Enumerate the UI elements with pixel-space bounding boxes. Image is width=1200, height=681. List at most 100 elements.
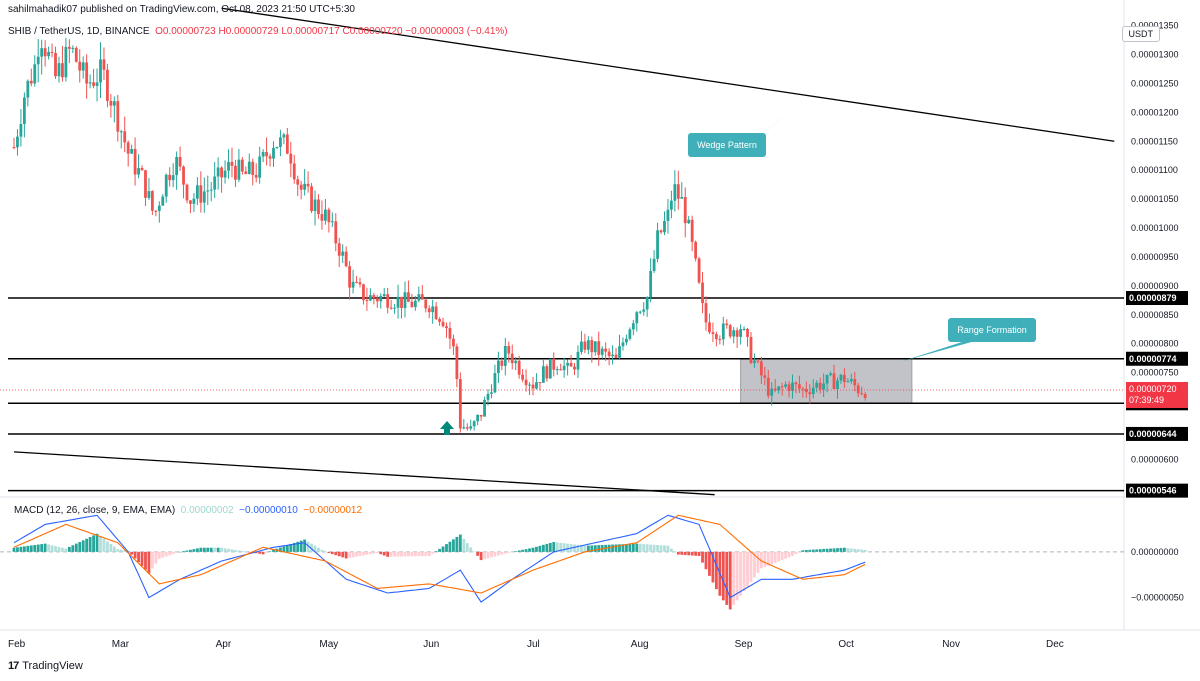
macd-histogram-bar [254,551,258,554]
candle-body [683,197,687,224]
macd-histogram-bar [863,549,867,552]
macd-histogram-bar [787,551,791,558]
candle-body [836,380,839,389]
candle-body [791,382,794,391]
candle-body [829,373,832,375]
price-tick-label: 0.00001350 [1131,21,1179,31]
macd-histogram-bar [759,551,763,569]
time-tick-label: Aug [631,639,649,650]
candle-body [220,167,223,178]
candle-body [151,191,154,211]
candle-body [223,170,227,178]
candle-body [766,377,770,396]
price-tick-label: 0.00000600 [1131,454,1179,464]
macd-histogram-bar [299,540,303,552]
candle-body [22,97,26,125]
candle-body [676,184,680,199]
macd-histogram-bar [815,549,819,552]
candle-body [320,214,324,221]
level-price-label: 0.00000644 [1129,429,1177,439]
macd-histogram-bar [106,541,109,552]
macd-histogram-bar [635,543,639,552]
macd-histogram-bar [161,551,165,558]
macd-signal-value: −0.00000012 [303,505,363,516]
price-tick-label: 0.00001250 [1131,78,1179,88]
candle-body [663,220,666,233]
candle-body [434,306,438,320]
macd-histogram-bar [386,551,390,557]
macd-tick-label: −0.00000050 [1131,593,1184,603]
price-tick-label: 0.00000800 [1131,339,1179,349]
macd-histogram-bar [317,547,320,552]
callout-box [948,318,1036,342]
macd-histogram-bar [804,550,808,552]
macd-histogram-bar [112,546,116,552]
candle-body [410,301,414,308]
candle-body [773,388,777,391]
candle-body [559,369,563,371]
macd-hist-value: 0.00000002 [180,505,234,516]
candle-body [92,82,95,86]
candle-body [656,230,659,259]
level-price-tag [1126,291,1188,306]
macd-histogram-bar [593,545,597,552]
candle-body [67,46,71,49]
macd-histogram-bar [199,547,203,552]
macd-histogram-bar [334,551,338,556]
macd-histogram-bar [36,544,40,552]
candle-body [611,354,614,357]
macd-histogram-bar [780,551,784,561]
candle-body [213,176,217,190]
macd-histogram-bar [279,547,282,552]
candle-body [348,266,352,288]
macd-histogram-bar [81,540,85,552]
macd-histogram-bar [666,545,670,552]
candle-body [178,156,182,167]
candle-body [299,184,303,190]
macd-histogram-bar [462,538,466,552]
macd-histogram-bar [628,543,632,552]
macd-histogram-bar [832,548,836,552]
candle-body [569,362,573,367]
candle-body [472,421,476,427]
candle-body [548,358,552,379]
candle-body [552,358,556,370]
macd-histogram-bar [659,545,663,552]
macd-histogram-bar [503,551,507,554]
candle-body [784,384,787,387]
macd-histogram-bar [247,551,251,553]
macd-histogram-bar [645,544,649,552]
candle-body [175,156,179,176]
candle-body [137,168,140,175]
macd-histogram-bar [521,549,525,552]
candle-body [413,300,417,308]
signal-line [13,514,866,594]
macd-tick-label: 0.00000000 [1131,547,1179,557]
candle-body [112,101,116,106]
macd-histogram-bar [261,551,265,555]
candle-body [64,46,68,78]
candle-body [863,394,867,398]
ohlc-values: O0.00000723 H0.00000729 L0.00000717 C0.0… [155,26,508,37]
macd-histogram-bar [559,542,563,552]
countdown-label: 07:39:49 [1129,395,1164,405]
macd-histogram-bar [29,545,33,552]
macd-histogram-bar [413,551,417,557]
candle-body [206,190,210,192]
macd-histogram-bar [798,551,801,553]
candle-body [517,360,521,375]
macd-histogram-bar [358,551,362,556]
macd-line [13,514,866,603]
currency-badge[interactable]: USDT [1121,26,1160,42]
candle-body [258,156,262,178]
macd-histogram-bar [535,546,538,552]
macd-histogram-bar [856,549,860,552]
candle-body [438,319,441,322]
up-arrow-icon [440,421,454,435]
candle-body [687,219,691,224]
macd-histogram-bar [538,545,542,552]
candle-body [154,210,158,212]
price-tick-label: 0.00000850 [1131,310,1179,320]
tradingview-footer[interactable]: 17 TradingView [8,660,83,672]
